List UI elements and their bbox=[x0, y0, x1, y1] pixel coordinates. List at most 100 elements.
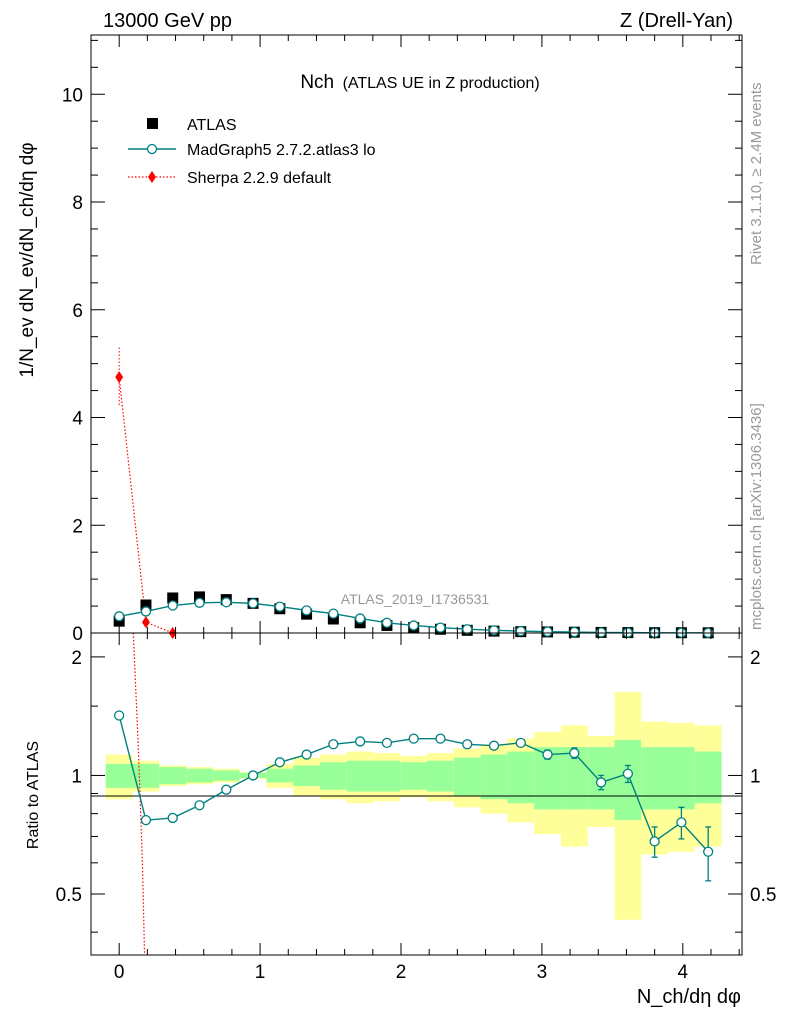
main-y-tick-label: 10 bbox=[62, 85, 83, 106]
ratio-frame bbox=[90, 632, 743, 956]
x-axis-label: N_ch/dη dφ bbox=[637, 986, 741, 1008]
madgraph-ratio-point bbox=[221, 784, 232, 795]
madgraph-ratio-point bbox=[408, 733, 419, 744]
x-tick-label: 3 bbox=[537, 962, 548, 983]
madgraph-point bbox=[515, 625, 526, 637]
ratio-band-green bbox=[186, 768, 213, 783]
legend-marker-madgraph bbox=[146, 143, 158, 155]
chart-title: Nch (ATLAS UE in Z production) bbox=[300, 72, 539, 93]
madgraph-point bbox=[167, 600, 178, 611]
madgraph-ratio-point bbox=[140, 815, 152, 826]
ratio-y-tick-label-right: 0.5 bbox=[750, 885, 776, 906]
legend-label-atlas: ATLAS bbox=[187, 117, 237, 134]
x-tick-label: 4 bbox=[678, 962, 689, 983]
ratio-band-green bbox=[293, 765, 320, 787]
ratio-band-green bbox=[453, 757, 481, 796]
madgraph-ratio-point bbox=[328, 739, 339, 750]
ratio-band-green bbox=[427, 760, 454, 792]
legend-marker-atlas bbox=[147, 118, 158, 129]
ratio-band-green bbox=[480, 754, 508, 800]
atlas-point bbox=[167, 592, 179, 604]
process-label: Z (Drell-Yan) bbox=[620, 10, 733, 32]
axis-ticks: 0 2 4 6 8 10 0.5 0.5 1 1 2 2 0 1 2 3 4 bbox=[56, 35, 776, 983]
ratio-uncertainty-bands bbox=[105, 691, 722, 920]
chart-title-main: Nch bbox=[300, 72, 334, 93]
main-y-tick-label: 2 bbox=[72, 516, 83, 537]
madgraph-ratio-point bbox=[649, 836, 660, 847]
sherpa-point bbox=[141, 616, 150, 629]
madgraph-ratio-point bbox=[703, 846, 714, 857]
madgraph-point bbox=[140, 606, 152, 617]
madgraph-point bbox=[381, 617, 393, 628]
legend-marker-sherpa bbox=[148, 171, 156, 183]
sherpa-point bbox=[115, 371, 124, 384]
madgraph-point bbox=[595, 627, 607, 638]
legend-label-sherpa: Sherpa 2.2.9 default bbox=[187, 170, 332, 187]
madgraph-ratio-point bbox=[381, 737, 393, 748]
ratio-y-tick-label-left: 0.5 bbox=[56, 885, 82, 906]
chart-title-sub: (ATLAS UE in Z production) bbox=[343, 75, 540, 92]
madgraph-point bbox=[569, 626, 580, 638]
madgraph-point bbox=[462, 624, 473, 635]
madgraph-ratio-point bbox=[488, 740, 500, 751]
atlas-point bbox=[140, 599, 152, 611]
x-tick-label: 2 bbox=[396, 962, 407, 983]
madgraph-point bbox=[274, 601, 285, 612]
main-y-tick-label: 4 bbox=[72, 409, 83, 430]
madgraph-point bbox=[114, 611, 125, 622]
ratio-band-green bbox=[105, 763, 133, 788]
madgraph-ratio-point bbox=[354, 736, 366, 747]
madgraph-point bbox=[542, 626, 553, 637]
mcplots-label: mcplots.cern.ch [arXiv:1306.3436] bbox=[748, 403, 765, 630]
ratio-band-green bbox=[373, 760, 401, 792]
main-y-tick-label: 8 bbox=[72, 193, 83, 214]
madgraph-ratio-point bbox=[676, 817, 687, 828]
ratio-band-green bbox=[159, 767, 187, 785]
legend: ATLAS MadGraph5 2.7.2.atlas3 lo Sherpa 2… bbox=[128, 117, 376, 187]
madgraph-point bbox=[301, 605, 312, 616]
madgraph-ratio-point bbox=[167, 812, 178, 824]
ratio-y-tick-label-right: 2 bbox=[750, 648, 761, 669]
madgraph-ratio-point bbox=[274, 757, 285, 768]
ratio-y-tick-label-right: 1 bbox=[750, 766, 761, 787]
madgraph-point bbox=[221, 597, 232, 608]
madgraph-point bbox=[354, 613, 366, 624]
ratio-y-tick-label-left: 2 bbox=[71, 648, 82, 669]
madgraph-point bbox=[408, 620, 419, 631]
madgraph-point bbox=[435, 622, 446, 633]
rivet-label: Rivet 3.1.10, ≥ 2.4M events bbox=[748, 83, 765, 266]
ratio-band-green bbox=[507, 751, 535, 804]
ratio-band-green bbox=[319, 762, 347, 790]
ratio-band-green bbox=[400, 762, 428, 790]
ratio-y-axis-label: Ratio to ATLAS bbox=[25, 741, 42, 849]
series-layer bbox=[113, 347, 714, 956]
main-y-tick-label: 0 bbox=[72, 624, 83, 645]
legend-label-madgraph: MadGraph5 2.7.2.atlas3 lo bbox=[187, 142, 376, 159]
ratio-band-green bbox=[641, 747, 669, 810]
ratio-y-tick-label-left: 1 bbox=[71, 766, 82, 787]
atlas-point bbox=[194, 591, 205, 603]
madgraph-ratio-point bbox=[542, 749, 553, 760]
energy-label: 13000 GeV pp bbox=[103, 10, 232, 32]
ratio-band-green bbox=[212, 770, 240, 781]
ratio-band-green bbox=[694, 751, 722, 804]
madgraph-ratio-point bbox=[435, 733, 446, 744]
atlas-point bbox=[327, 613, 339, 625]
main-y-tick-label: 6 bbox=[72, 301, 83, 322]
madgraph-ratio-point bbox=[622, 768, 634, 779]
madgraph-ratio-point bbox=[301, 749, 312, 760]
madgraph-point bbox=[328, 608, 339, 619]
madgraph-ratio-point bbox=[462, 739, 473, 750]
madgraph-ratio-point bbox=[515, 737, 526, 748]
sherpa-line bbox=[118, 377, 173, 634]
madgraph-ratio-point bbox=[595, 777, 607, 788]
x-tick-label: 1 bbox=[255, 962, 266, 983]
madgraph-ratio-point bbox=[569, 747, 580, 759]
madgraph-point bbox=[247, 598, 259, 609]
madgraph-point bbox=[194, 597, 205, 608]
ratio-band-green bbox=[266, 768, 294, 783]
analysis-id: ATLAS_2019_I1736531 bbox=[341, 591, 490, 607]
y-axis-label: 1/N_ev dN_ev/dN_ch/dη dφ bbox=[17, 142, 38, 377]
madgraph-ratio-point bbox=[247, 770, 259, 781]
